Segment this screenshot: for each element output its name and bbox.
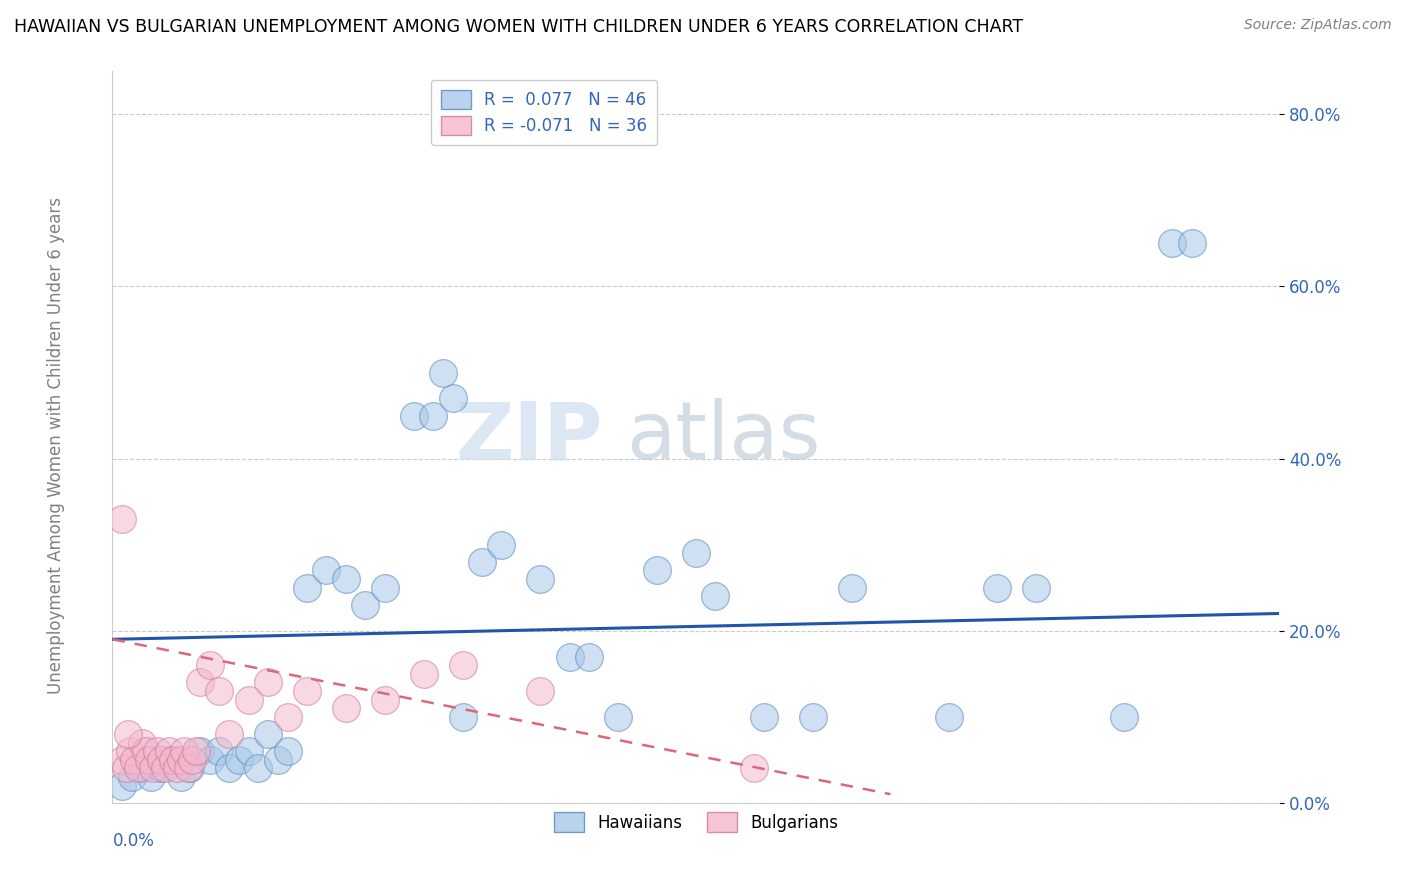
Point (315, 564, 337, 578)
Point (218, 761, 240, 775)
Point (432, 366, 454, 380)
Point (169, 770, 191, 784)
Point (131, 761, 153, 775)
Text: HAWAIIAN VS BULGARIAN UNEMPLOYMENT AMONG WOMEN WITH CHILDREN UNDER 6 YEARS CORRE: HAWAIIAN VS BULGARIAN UNEMPLOYMENT AMONG… (14, 18, 1024, 36)
Point (267, 753, 290, 767)
Point (198, 753, 221, 767)
Text: Source: ZipAtlas.com: Source: ZipAtlas.com (1244, 18, 1392, 32)
Point (451, 710, 474, 724)
Point (752, 710, 775, 724)
Point (218, 727, 240, 741)
Point (247, 761, 270, 775)
Point (150, 761, 173, 775)
Point (184, 744, 207, 758)
Point (117, 727, 139, 741)
Point (146, 744, 169, 758)
Point (685, 546, 707, 560)
Point (153, 761, 176, 775)
Point (121, 770, 143, 784)
Point (166, 761, 188, 775)
Point (173, 744, 195, 758)
Point (177, 761, 200, 775)
Point (335, 572, 357, 586)
Point (115, 761, 138, 775)
Point (645, 564, 668, 578)
Point (529, 684, 551, 698)
Point (558, 649, 581, 664)
Point (801, 710, 824, 724)
Point (412, 666, 434, 681)
Point (841, 581, 863, 595)
Point (181, 753, 204, 767)
Point (578, 649, 600, 664)
Point (111, 779, 134, 793)
Point (295, 581, 318, 595)
Point (127, 761, 149, 775)
Point (160, 753, 183, 767)
Point (179, 761, 201, 775)
Point (1112, 710, 1135, 724)
Point (441, 392, 464, 406)
Point (150, 753, 173, 767)
Point (354, 598, 377, 612)
Point (118, 744, 141, 758)
Text: ZIP: ZIP (456, 398, 603, 476)
Point (295, 684, 318, 698)
Point (169, 753, 191, 767)
Legend: Hawaiians, Bulgarians: Hawaiians, Bulgarians (547, 805, 845, 838)
Point (471, 555, 494, 569)
Point (238, 692, 260, 706)
Point (607, 710, 630, 724)
Point (131, 735, 153, 749)
Point (744, 761, 766, 775)
Text: 0.0%: 0.0% (112, 832, 155, 850)
Point (938, 710, 960, 724)
Point (142, 761, 165, 775)
Point (141, 770, 163, 784)
Point (402, 409, 425, 423)
Point (238, 744, 260, 758)
Point (986, 581, 1008, 595)
Text: atlas: atlas (626, 398, 820, 476)
Point (374, 692, 396, 706)
Point (162, 753, 184, 767)
Point (122, 753, 145, 767)
Point (451, 658, 474, 673)
Point (335, 701, 357, 715)
Point (704, 589, 727, 603)
Point (1181, 236, 1204, 251)
Point (188, 744, 211, 758)
Point (422, 409, 444, 423)
Point (135, 744, 157, 758)
Text: Unemployment Among Women with Children Under 6 years: Unemployment Among Women with Children U… (48, 197, 65, 695)
Point (1025, 581, 1047, 595)
Point (111, 753, 134, 767)
Point (374, 581, 396, 595)
Point (529, 572, 551, 586)
Point (1161, 236, 1184, 251)
Point (188, 675, 211, 690)
Point (276, 744, 298, 758)
Point (208, 684, 231, 698)
Point (111, 512, 134, 526)
Point (208, 744, 231, 758)
Point (257, 727, 280, 741)
Point (276, 710, 298, 724)
Point (491, 538, 513, 552)
Point (228, 753, 250, 767)
Point (138, 753, 160, 767)
Point (198, 658, 221, 673)
Point (257, 675, 280, 690)
Point (157, 744, 180, 758)
